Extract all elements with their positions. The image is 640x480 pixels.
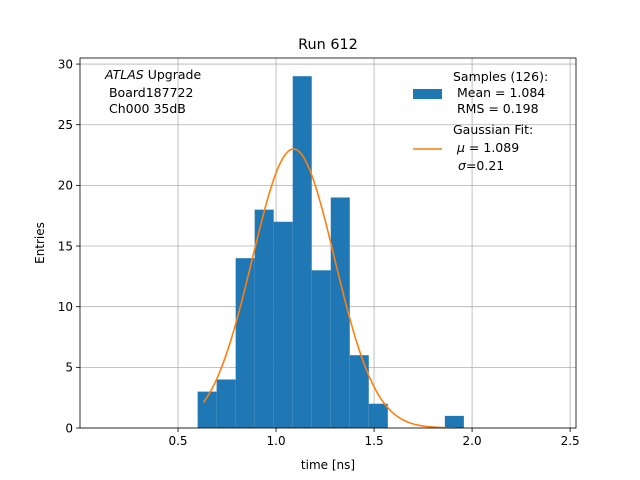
legend-fit-line1: Gaussian Fit: — [453, 122, 533, 137]
histogram-bar — [349, 355, 369, 428]
histogram-bar — [444, 415, 464, 428]
histogram-bar — [254, 209, 274, 428]
y-tick-label: 0 — [65, 421, 73, 435]
y-tick-label: 10 — [58, 300, 73, 314]
histogram-bars — [197, 76, 464, 429]
axis-ticks: 0.5 1.0 1.5 2.0 2.5 0 5 10 15 20 25 30 — [58, 57, 580, 448]
x-tick-label: 1.0 — [267, 434, 286, 448]
svg-text:μ = 1.089: μ = 1.089 — [456, 140, 519, 155]
gaussian-fit — [202, 148, 457, 429]
svg-text:σ=0.21: σ=0.21 — [458, 158, 504, 173]
legend: Samples (126): Mean = 1.084 RMS = 0.198 … — [413, 69, 548, 173]
legend-hist-line2: Mean = 1.084 — [453, 85, 545, 100]
x-tick-label: 0.5 — [168, 434, 187, 448]
legend-mu-symbol: μ — [456, 140, 465, 155]
y-tick-label: 15 — [58, 239, 73, 253]
histogram-bar — [311, 270, 331, 428]
atlas-annotation: ATLAS Upgrade Board187722 Ch000 35dB — [104, 67, 201, 116]
legend-hist-line1: Samples (126): — [453, 69, 548, 84]
chart-title: Run 612 — [298, 37, 358, 53]
x-tick-label: 1.5 — [365, 434, 384, 448]
y-tick-label: 5 — [65, 361, 73, 375]
histogram-bar — [197, 391, 217, 428]
histogram-bar — [368, 403, 388, 428]
histogram-bar — [330, 197, 350, 428]
legend-hist-line3: RMS = 0.198 — [453, 101, 539, 116]
channel-label: Ch000 35dB — [105, 101, 186, 116]
board-label: Board187722 — [105, 85, 193, 100]
y-tick-label: 30 — [58, 57, 73, 71]
y-tick-label: 20 — [58, 179, 73, 193]
legend-sigma-symbol: σ — [458, 158, 467, 173]
legend-sigma-value: =0.21 — [466, 158, 504, 173]
histogram-bar — [273, 221, 293, 428]
plot-frame — [79, 57, 577, 429]
upgrade-label: Upgrade — [144, 67, 202, 82]
legend-mu-value: = 1.089 — [465, 140, 519, 155]
legend-hist-patch — [413, 89, 442, 99]
y-axis-label: Entries — [33, 222, 47, 264]
svg-text:ATLAS Upgrade: ATLAS Upgrade — [104, 67, 201, 82]
x-tick-label: 2.0 — [463, 434, 482, 448]
gaussian-fit-curve — [202, 148, 457, 429]
y-tick-label: 25 — [58, 118, 73, 132]
histogram-bar — [235, 258, 255, 428]
atlas-label: ATLAS — [104, 67, 144, 82]
x-tick-label: 2.5 — [561, 434, 580, 448]
x-axis-label: time [ns] — [301, 458, 355, 472]
histogram-bar — [216, 379, 236, 428]
histogram-bar — [292, 76, 312, 429]
